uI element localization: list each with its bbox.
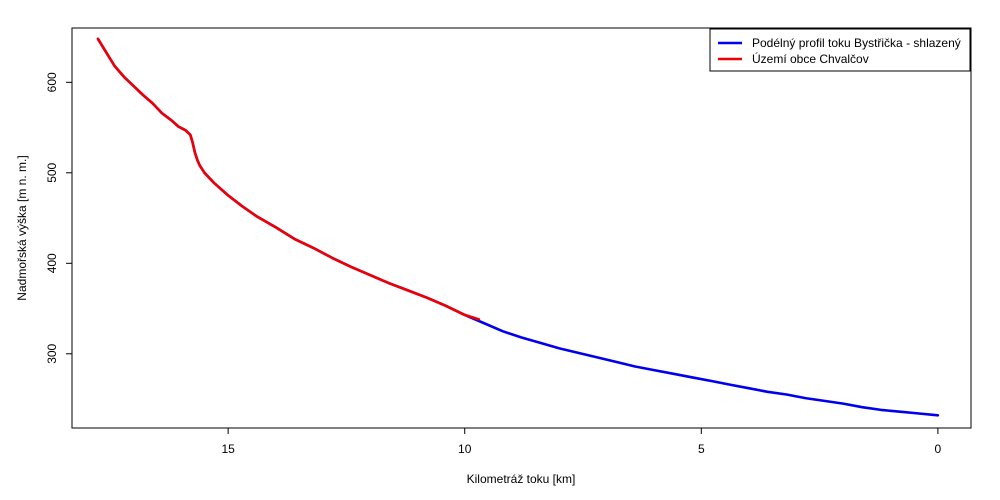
- x-tick-label: 10: [458, 442, 472, 456]
- y-tick-label: 500: [45, 162, 59, 182]
- legend-box: [709, 28, 971, 72]
- legend-label-series-2: Území obce Chvalčov: [752, 51, 869, 66]
- series-layer: [96, 37, 940, 417]
- y-tick-label: 400: [45, 253, 59, 273]
- x-axis: 15 10 5 0: [221, 428, 942, 456]
- series-line-2: [96, 37, 481, 321]
- y-tick-label: 300: [45, 343, 59, 363]
- x-axis-label: Kilometráž toku [km]: [467, 472, 576, 486]
- y-tick-label: 600: [45, 72, 59, 92]
- plot-frame: [71, 27, 972, 429]
- x-tick-label: 5: [698, 442, 705, 456]
- x-tick-label: 15: [221, 442, 235, 456]
- legend-label-series-1: Podélný profil toku Bystřička - shlazený: [752, 36, 961, 50]
- y-axis: 300 400 500 600: [45, 72, 72, 364]
- y-axis-label: Nadmořská výška [m n. m.]: [15, 155, 29, 300]
- legend: Podélný profil toku Bystřička - shlazený…: [709, 28, 971, 72]
- x-tick-label: 0: [935, 442, 942, 456]
- series-line-1: [96, 37, 940, 417]
